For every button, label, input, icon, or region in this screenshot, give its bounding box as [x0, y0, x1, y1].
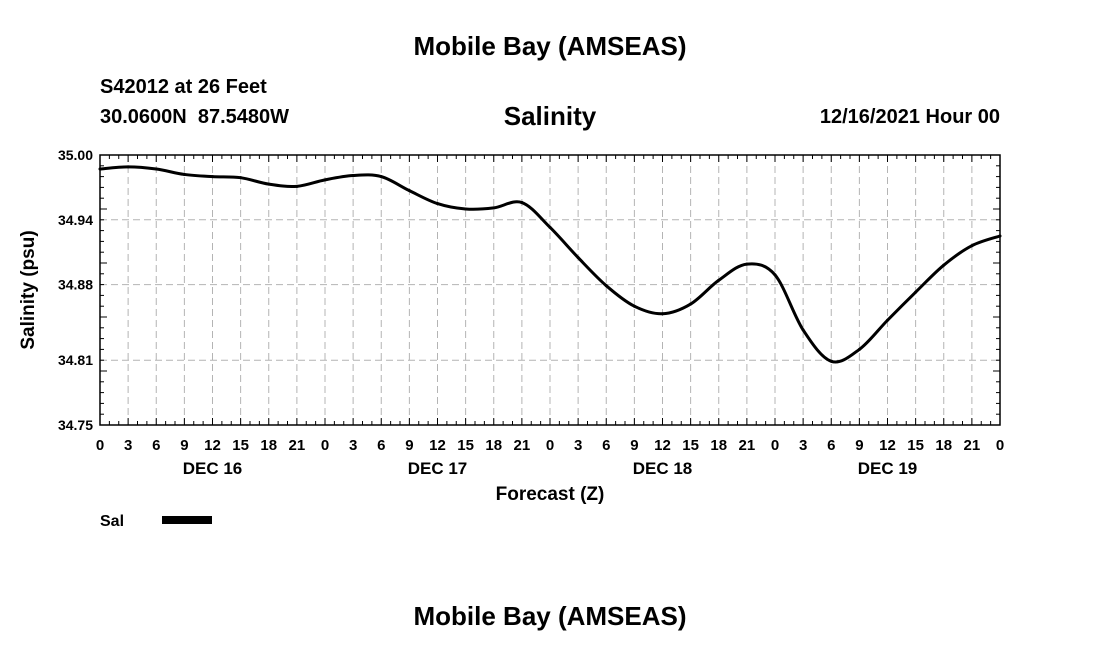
page-title: Mobile Bay (AMSEAS): [413, 31, 687, 61]
x-tick-label: 9: [855, 437, 863, 454]
data-point: [661, 312, 664, 316]
data-point: [689, 302, 693, 306]
x-tick-label: 6: [152, 437, 160, 454]
data-point: [998, 234, 1002, 238]
x-tick-label: 6: [377, 437, 385, 454]
data-point: [436, 202, 439, 206]
data-point: [182, 172, 186, 176]
data-point: [745, 262, 749, 266]
y-tick-label: 34.88: [58, 277, 93, 293]
data-point: [126, 165, 130, 169]
x-tick-label: 0: [996, 437, 1004, 454]
x-tick-label: 12: [654, 437, 671, 454]
day-label: DEC 17: [408, 459, 468, 478]
x-tick-label: 15: [457, 437, 474, 454]
data-point: [773, 273, 777, 277]
x-tick-label: 18: [935, 437, 952, 454]
x-axis-label: Forecast (Z): [496, 484, 605, 505]
data-point: [154, 167, 158, 171]
data-point: [829, 359, 833, 363]
data-point: [632, 304, 636, 308]
x-tick-label: 3: [574, 437, 582, 454]
x-tick-label: 21: [289, 437, 306, 454]
data-point: [351, 174, 355, 178]
x-tick-label: 9: [405, 437, 413, 454]
data-point: [970, 244, 974, 248]
day-label: DEC 16: [183, 459, 243, 478]
x-tick-label: 3: [124, 437, 132, 454]
plot-frame: [99, 154, 1001, 426]
coordinates-label: 30.0600N 87.5480W: [100, 106, 290, 128]
x-tick-label: 0: [771, 437, 779, 454]
data-point: [604, 284, 608, 288]
variable-title: Salinity: [503, 101, 597, 131]
data-point: [295, 184, 299, 188]
footer-title: Mobile Bay (AMSEAS): [413, 601, 687, 631]
data-point: [801, 328, 805, 332]
day-label: DEC 18: [633, 459, 693, 478]
x-tick-label: 18: [710, 437, 727, 454]
data-point: [407, 189, 411, 193]
data-point: [98, 167, 102, 171]
station-label: S42012 at 26 Feet: [100, 76, 267, 98]
forecast-datetime: 12/16/2021 Hour 00: [819, 106, 1000, 128]
x-tick-label: 0: [321, 437, 329, 454]
data-point: [211, 175, 214, 179]
data-point: [914, 290, 918, 294]
x-tick-label: 6: [827, 437, 835, 454]
data-point: [886, 318, 889, 322]
data-point: [520, 201, 524, 205]
legend-swatch: [162, 516, 212, 524]
x-tick-label: 18: [260, 437, 277, 454]
y-tick-label: 34.94: [58, 212, 93, 228]
x-tick-label: 21: [514, 437, 531, 454]
x-tick-label: 21: [739, 437, 756, 454]
x-tick-label: 18: [485, 437, 502, 454]
data-point: [548, 225, 552, 229]
x-tick-label: 12: [879, 437, 896, 454]
x-tick-label: 15: [907, 437, 924, 454]
data-point: [492, 206, 496, 210]
data-point: [267, 182, 271, 186]
x-tick-label: 6: [602, 437, 610, 454]
x-tick-label: 0: [96, 437, 104, 454]
y-tick-label: 35.00: [58, 147, 93, 163]
x-tick-label: 3: [349, 437, 357, 454]
data-point: [239, 176, 243, 180]
day-label: DEC 19: [858, 459, 918, 478]
x-tick-label: 21: [964, 437, 981, 454]
data-point: [323, 178, 327, 182]
x-tick-label: 12: [204, 437, 221, 454]
y-tick-label: 34.81: [58, 352, 93, 368]
data-point: [576, 256, 580, 260]
x-tick-label: 3: [799, 437, 807, 454]
data-point: [379, 175, 383, 179]
x-tick-label: 15: [682, 437, 699, 454]
x-tick-label: 0: [546, 437, 554, 454]
legend-label: Sal: [100, 513, 124, 530]
data-point: [942, 263, 946, 267]
x-tick-label: 12: [429, 437, 446, 454]
x-tick-label: 9: [180, 437, 188, 454]
y-tick-label: 34.75: [58, 417, 93, 433]
data-point: [857, 347, 861, 351]
x-tick-label: 15: [232, 437, 249, 454]
data-point: [464, 207, 468, 211]
y-axis-label: Salinity (psu): [18, 230, 39, 349]
data-point: [717, 278, 721, 282]
x-tick-label: 9: [630, 437, 638, 454]
